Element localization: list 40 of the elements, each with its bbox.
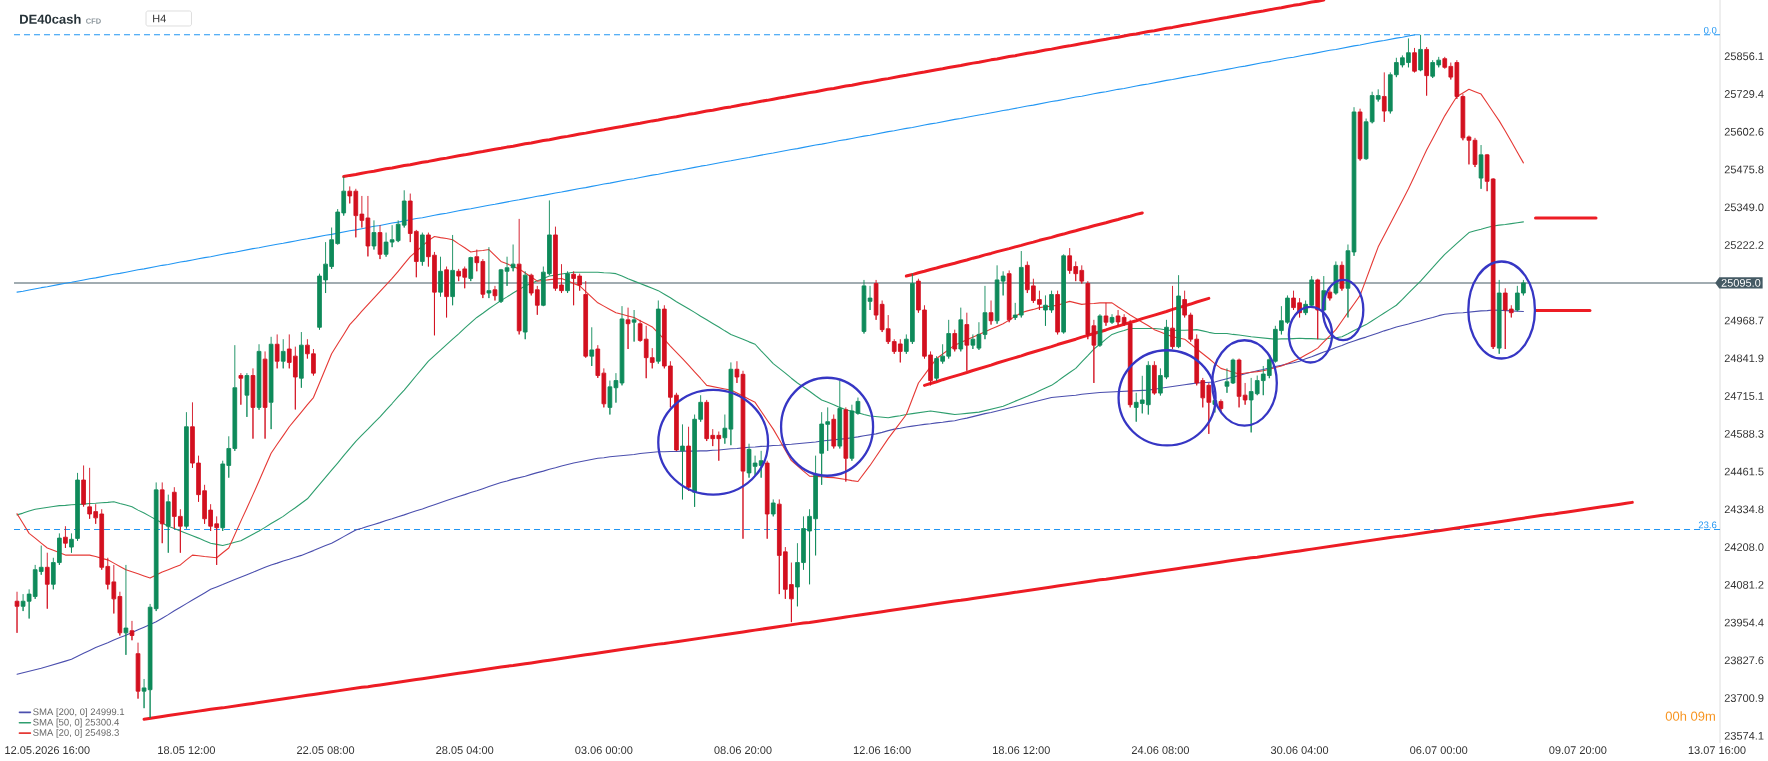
x-tick-label: 28.05 04:00: [436, 746, 494, 754]
x-tick-label: 30.06 04:00: [1270, 746, 1329, 754]
x-tick-label: 06.07 00:00: [1410, 746, 1468, 754]
annotation: 00h 09m: [1665, 711, 1715, 721]
y-tick-label: 25856.1: [1724, 52, 1764, 61]
y-tick-label: 25729.4: [1724, 90, 1764, 98]
legend-label: SMA [50, 0] 25300.4: [33, 718, 120, 728]
y-tick-label: 23574.1: [1724, 731, 1764, 740]
y-tick-label: 24968.7: [1724, 316, 1764, 325]
ref-line-label: 25095.0: [1721, 279, 1761, 287]
y-tick-label: 24334.8: [1724, 505, 1764, 514]
x-tick-label: 09.07 20:00: [1549, 746, 1607, 754]
y-tick-label: 23954.4: [1724, 618, 1764, 627]
y-tick-label: 24208.0: [1724, 543, 1764, 551]
x-tick-label: 03.06 00:00: [575, 746, 633, 754]
x-tick-label: 12.06 16:00: [853, 746, 911, 754]
y-tick-label: 24081.2: [1724, 580, 1764, 589]
y-tick-label: 24588.3: [1724, 429, 1764, 438]
x-tick-label: 18.05 12:00: [158, 746, 216, 754]
legend-label: SMA [200, 0] 24999.1: [33, 708, 125, 718]
y-tick-label: 24461.5: [1724, 467, 1764, 476]
annotation: H4: [153, 14, 166, 23]
y-tick-label: 24715.1: [1724, 392, 1764, 400]
x-tick-label: 13.07 16:00: [1688, 746, 1746, 754]
x-tick-label: 24.06 08:00: [1131, 746, 1190, 754]
x-tick-label: 08.06 20:00: [714, 746, 772, 754]
y-tick-label: 25349.0: [1724, 203, 1764, 212]
x-tick-label: 22.05 08:00: [297, 746, 355, 754]
y-tick-label: 25222.2: [1724, 241, 1764, 249]
x-tick-label: 18.06 12:00: [993, 746, 1050, 754]
text: DE40cash: [20, 14, 81, 24]
y-tick-label: 23827.6: [1724, 656, 1764, 665]
y-tick-label: 25475.8: [1724, 165, 1764, 174]
annotation: 23.6: [1698, 521, 1717, 529]
x-tick-label: 12.05.2026 16:00: [5, 746, 90, 754]
y-tick-label: 25602.6: [1724, 127, 1764, 136]
y-tick-label: 24841.9: [1724, 354, 1764, 363]
annotation: 0.0: [1703, 26, 1717, 34]
y-tick-label: 23700.9: [1724, 694, 1764, 702]
legend-label: SMA [20, 0] 25498.3: [33, 728, 119, 738]
